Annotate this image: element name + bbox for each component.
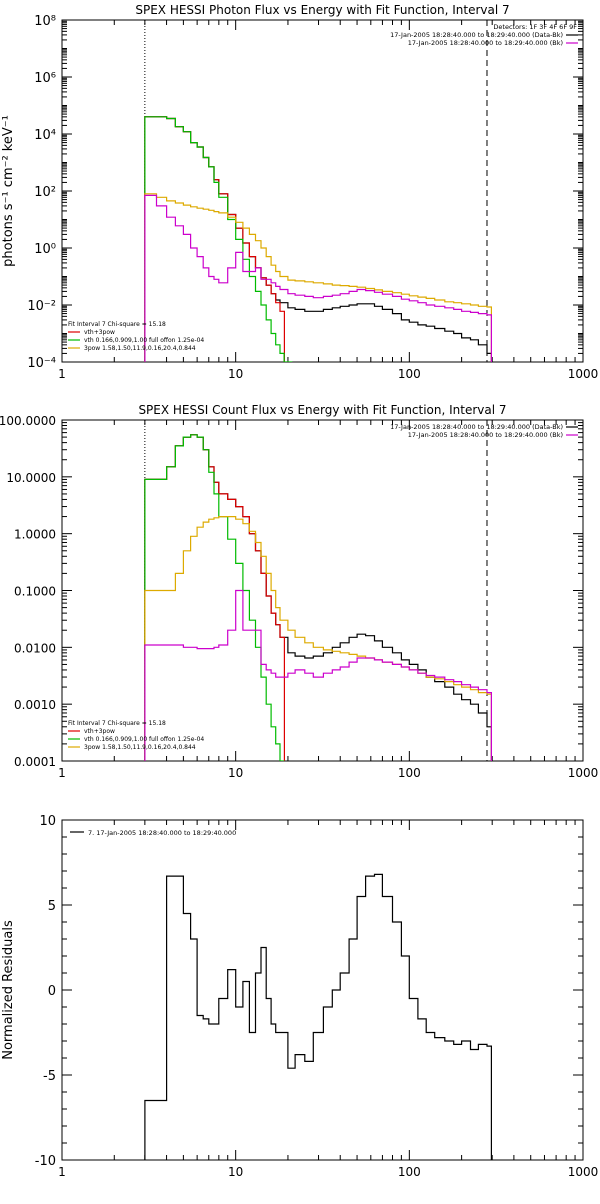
- series-line-4: [144, 193, 492, 362]
- plot-frame: [61, 419, 584, 762]
- y-tick-label: 0.0100: [14, 641, 56, 655]
- legend-entry: 17-Jan-2005 18:28:40.000 to 18:29:40.000…: [390, 423, 563, 431]
- legend-entry: 3pow 1.58,1.50,11.9,0.16,20.4,0.844: [84, 345, 196, 352]
- series-line-2: [144, 434, 285, 761]
- legend-entry: 7. 17-Jan-2005 18:28:40.000 to 18:29:40.…: [88, 829, 236, 837]
- y-tick-label: 100.0000: [0, 414, 56, 428]
- series-line-1: [144, 434, 492, 761]
- y-tick-label: 0.1000: [14, 585, 56, 599]
- series-line-3: [144, 434, 285, 761]
- legend-entry: vth+3pow: [84, 728, 115, 735]
- legend-entry: Fit Interval 7 Chi-square = 15.18: [68, 321, 166, 328]
- y-tick-label: 0.0010: [14, 698, 56, 712]
- x-tick-label: 1: [58, 766, 66, 780]
- series-group: [144, 873, 492, 1160]
- y-tick-label: 0: [48, 984, 56, 999]
- legend-entry: 3pow 1.58,1.50,11.9,0.16,20.4,0.844: [84, 744, 196, 751]
- y-tick-label: -5: [43, 1069, 56, 1084]
- plot-frame: [61, 819, 584, 1161]
- series-group: [144, 434, 492, 761]
- series-line-4: [144, 516, 492, 761]
- legend-entry: vth 0.166,0.909,1.00 full offon 1.25e-04: [84, 736, 204, 743]
- y-tick-label: 10⁻²: [27, 299, 56, 314]
- x-tick-label: 10: [228, 367, 243, 381]
- x-tick-label: 1000: [568, 766, 599, 780]
- y-tick-label: 10⁶: [34, 71, 56, 86]
- legend-entry: 17-Jan-2005 18:28:40.000 to 18:29:40.000…: [408, 431, 563, 439]
- series-group: [144, 116, 492, 362]
- y-tick-label: 5: [48, 899, 56, 914]
- series-line-1: [144, 116, 492, 362]
- y-tick-label: 10.0000: [6, 471, 56, 485]
- x-tick-label: 100: [398, 766, 421, 780]
- x-tick-label: 1000: [568, 367, 599, 381]
- y-tick-label: 10⁻⁴: [27, 356, 56, 371]
- x-tick-label: 1000: [568, 1165, 599, 1179]
- chart-panel-2: 1 10 100 1000 0.0001 0.0010 0.0100 0.1000 1.0000…: [0, 403, 598, 780]
- series-line-5: [144, 589, 492, 761]
- chart-title: SPEX HESSI Count Flux vs Energy with Fit…: [138, 403, 506, 417]
- y-tick-label: 10⁸: [34, 14, 56, 29]
- legend-entry: Fit Interval 7 Chi-square = 15.18: [68, 720, 166, 727]
- legend-entry: 17-Jan-2005 18:28:40.000 to 18:29:40.000…: [408, 39, 563, 47]
- y-tick-label: 0.0001: [14, 755, 56, 769]
- x-tick-label: 10: [228, 766, 243, 780]
- y-axis-label: Normalized Residuals: [1, 920, 16, 1060]
- y-tick-label: 1.0000: [14, 528, 56, 542]
- legend-entry: vth 0.166,0.909,1.00 full offon 1.25e-04: [84, 337, 204, 344]
- x-tick-label: 1: [58, 1165, 66, 1179]
- y-tick-label: 10: [39, 814, 56, 829]
- x-tick-label: 100: [398, 1165, 421, 1179]
- y-axis-label: photons s⁻¹ cm⁻² keV⁻¹: [1, 115, 16, 267]
- y-tick-label: -10: [35, 1154, 56, 1169]
- x-tick-label: 1: [58, 367, 66, 381]
- y-tick-label: 10²: [34, 185, 56, 200]
- series-line-3: [144, 116, 293, 362]
- y-tick-label: 10⁴: [34, 128, 56, 143]
- chart-panel-1: 1 10 100 1000 10⁻⁴ 10⁻² 10⁰ 10² 10⁴ 10⁶ 10⁸ SPEX HE…: [1, 3, 598, 381]
- legend-entry: 17-Jan-2005 18:28:40.000 to 18:29:40.000…: [390, 31, 563, 39]
- chart-title: SPEX HESSI Photon Flux vs Energy with Fi…: [135, 3, 509, 17]
- legend-entry: vth+3pow: [84, 329, 115, 336]
- series-line-5: [144, 194, 492, 362]
- x-tick-label: 100: [398, 367, 421, 381]
- chart-panel-3: 1 10 100 1000 -10 -5 0 5 10 Normalized Residuals 7…: [1, 814, 598, 1179]
- legend-entry: Detectors: 1F 3F 4F 6F 9F: [493, 23, 577, 31]
- y-tick-label: 10⁰: [34, 242, 56, 257]
- x-tick-label: 10: [228, 1165, 243, 1179]
- series-line-1: [144, 873, 492, 1160]
